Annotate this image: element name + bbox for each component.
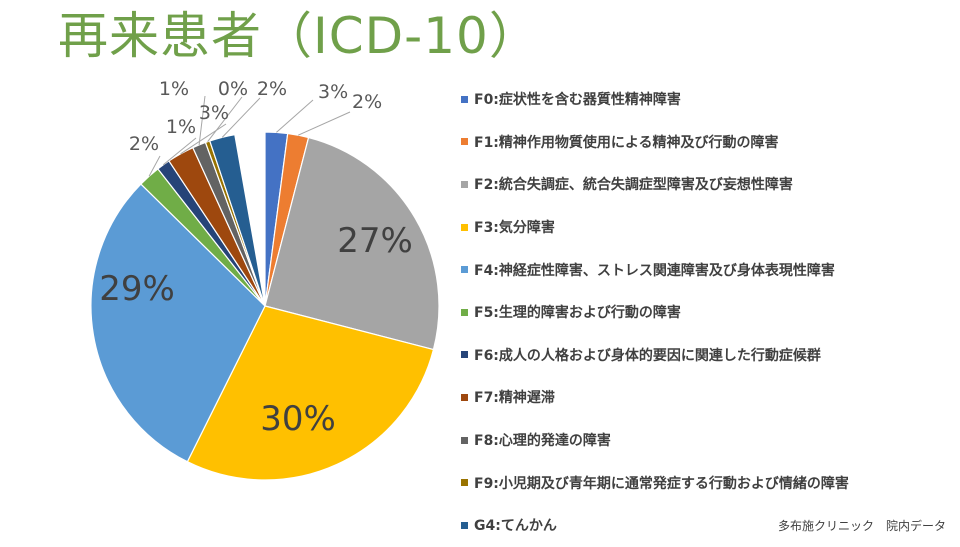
legend-swatch xyxy=(461,308,468,316)
legend-swatch xyxy=(461,180,468,188)
legend-swatch xyxy=(461,266,468,274)
legend-swatch xyxy=(461,223,468,231)
legend-item-f4: F4:神経症性障害、ストレス関連障害及び身体表現性障害 xyxy=(461,248,849,291)
pie-slice-f2 xyxy=(264,136,440,351)
legend-swatch xyxy=(461,521,468,529)
legend-swatch xyxy=(461,138,468,146)
legend-item-f3: F3:気分障害 xyxy=(461,206,849,249)
legend-label: F2:統合失調症、統合失調症型障害及び妄想性障害 xyxy=(474,177,793,194)
legend-swatch xyxy=(461,351,468,359)
source-note: 多布施クリニック 院内データ xyxy=(777,519,946,533)
legend-item-f1: F1:精神作用物質使用による精神及び行動の障害 xyxy=(461,121,849,164)
pie-slice-f4 xyxy=(90,183,266,463)
data-label-f7: 3% xyxy=(199,102,229,124)
leader-line-f7 xyxy=(180,123,227,155)
legend-label: F0:症状性を含む器質性精神障害 xyxy=(474,92,681,109)
pie-slices xyxy=(90,131,440,481)
legend-item-f5: F5:生理的障害および行動の障害 xyxy=(461,291,849,334)
leader-line-f8 xyxy=(198,95,206,146)
data-label-f3: 30% xyxy=(260,399,336,439)
legend-item-g4: G4:てんかん xyxy=(461,504,849,547)
data-label-f1: 2% xyxy=(352,91,382,113)
leader-line-f6 xyxy=(162,137,197,166)
legend-label: F6:成人の人格および身体的要因に関連した行動症候群 xyxy=(474,347,821,364)
legend-item-f8: F8:心理的発達の障害 xyxy=(461,419,849,462)
leader-line-f5 xyxy=(148,155,161,177)
legend-item-f7: F7:精神遅滞 xyxy=(461,376,849,419)
legend-label: F8:心理的発達の障害 xyxy=(474,433,611,450)
legend-item-f0: F0:症状性を含む器質性精神障害 xyxy=(461,78,849,121)
legend-label: F3:気分障害 xyxy=(474,220,555,237)
legend-label: F5:生理的障害および行動の障害 xyxy=(474,305,681,322)
chart-title: 再来患者（ICD-10） xyxy=(58,7,540,65)
legend-item-f9: F9:小児期及び青年期に通常発症する行動および情緒の障害 xyxy=(461,461,849,504)
legend-item-f6: F6:成人の人格および身体的要因に関連した行動症候群 xyxy=(461,334,849,377)
legend-item-f2: F2:統合失調症、統合失調症型障害及び妄想性障害 xyxy=(461,163,849,206)
legend-label: F9:小児期及び青年期に通常発症する行動および情緒の障害 xyxy=(474,475,849,492)
data-label-f2: 27% xyxy=(337,221,413,261)
data-label-f5: 2% xyxy=(129,133,159,155)
legend-label: F4:神経症性障害、ストレス関連障害及び身体表現性障害 xyxy=(474,262,835,279)
leader-line-f1 xyxy=(297,111,351,136)
leader-line-f9 xyxy=(207,96,243,143)
leader-line-g4 xyxy=(221,97,261,138)
legend-label: F1:精神作用物質使用による精神及び行動の障害 xyxy=(474,134,779,151)
leader-line-f0 xyxy=(276,99,314,133)
pie-slice-f3 xyxy=(186,305,435,481)
legend-label: G4:てんかん xyxy=(474,518,557,535)
data-label-f0: 3% xyxy=(318,81,348,103)
legend-label: F7:精神遅滞 xyxy=(474,390,555,407)
data-labels: 3% 2%27%30%29%2%1%3%1% 0% 2% xyxy=(99,78,413,439)
data-label-f8: 1% xyxy=(159,78,189,100)
legend-swatch xyxy=(461,436,468,444)
data-label-g4: 2% xyxy=(257,78,287,100)
leader-lines xyxy=(148,95,351,177)
data-label-f4: 29% xyxy=(99,269,175,309)
legend-swatch xyxy=(461,479,468,487)
legend-swatch xyxy=(461,393,468,401)
data-label-f6: 1% xyxy=(166,116,196,138)
legend: F0:症状性を含む器質性精神障害 F1:精神作用物質使用による精神及び行動の障害 F… xyxy=(461,78,849,547)
legend-swatch xyxy=(461,95,468,103)
data-label-f9: 0% xyxy=(218,78,248,100)
